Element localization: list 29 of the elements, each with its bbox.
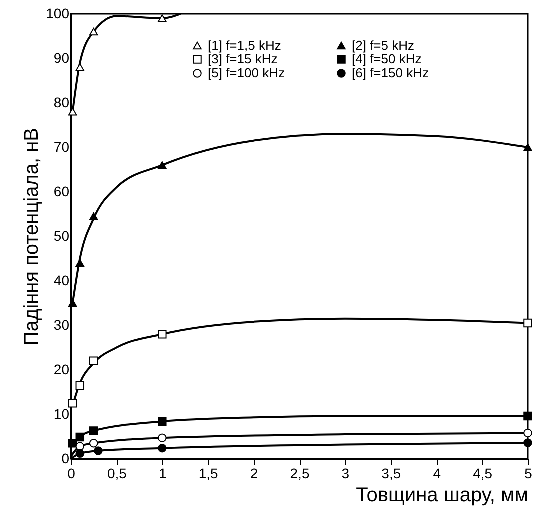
y-tick-label: 100	[46, 6, 70, 22]
x-tick-label: 1,5	[198, 466, 219, 482]
x-tick-label: 5	[524, 466, 533, 482]
legend-label: [4] f=50 kHz	[352, 52, 422, 66]
y-tick-label: 50	[54, 228, 70, 244]
y-tick-label: 0	[62, 450, 70, 466]
y-tick-label: 70	[54, 139, 70, 155]
legend-label: [1] f=1,5 kHz	[208, 38, 282, 53]
x-tick-label: 2	[250, 466, 258, 482]
x-tick-label: 4,5	[473, 466, 493, 482]
x-tick-label: 3	[342, 466, 350, 482]
y-tick-label: 60	[54, 184, 70, 200]
y-tick-label: 20	[54, 362, 70, 378]
x-axis-title: Товщина шару, мм	[356, 484, 528, 506]
x-tick-label: 4	[433, 466, 442, 482]
x-tick-label: 1	[159, 466, 167, 482]
x-tick-label: 2,5	[290, 466, 310, 482]
y-tick-label: 40	[54, 272, 70, 288]
y-tick-label: 10	[54, 406, 70, 422]
y-tick-label: 30	[54, 317, 70, 333]
x-tick-label: 3,5	[382, 466, 402, 482]
legend-label: [6] f=150 kHz	[352, 66, 429, 80]
legend-label: [2] f=5 kHz	[352, 38, 414, 53]
x-tick-label: 0,5	[107, 466, 128, 482]
y-tick-label: 90	[54, 50, 70, 66]
legend-label: [3] f=15 kHz	[208, 52, 278, 66]
y-axis-title: Падіння потенціала, нВ	[21, 128, 44, 346]
legend-label: [5] f=100 kHz	[208, 66, 285, 80]
y-tick-label: 80	[54, 94, 70, 110]
